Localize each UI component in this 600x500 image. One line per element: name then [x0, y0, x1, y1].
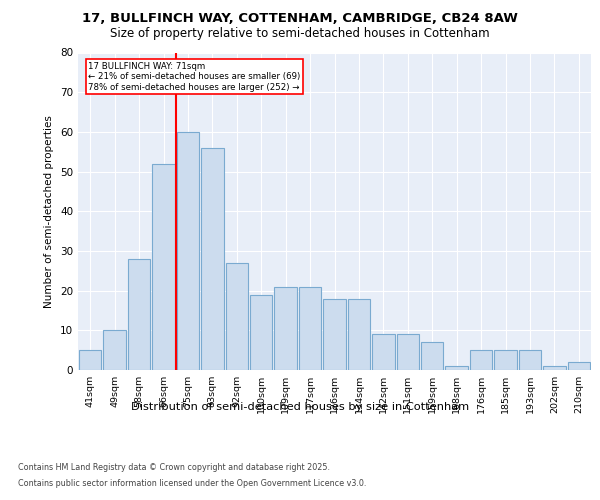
Text: Contains public sector information licensed under the Open Government Licence v3: Contains public sector information licen… [18, 478, 367, 488]
Text: Distribution of semi-detached houses by size in Cottenham: Distribution of semi-detached houses by … [131, 402, 469, 412]
Text: 17, BULLFINCH WAY, COTTENHAM, CAMBRIDGE, CB24 8AW: 17, BULLFINCH WAY, COTTENHAM, CAMBRIDGE,… [82, 12, 518, 26]
Bar [518, 350, 541, 370]
Bar [397, 334, 419, 370]
Bar [274, 286, 297, 370]
Bar [128, 259, 151, 370]
Bar [421, 342, 443, 370]
Y-axis label: Number of semi-detached properties: Number of semi-detached properties [44, 115, 55, 308]
Bar [250, 294, 272, 370]
Bar [347, 298, 370, 370]
Bar [470, 350, 493, 370]
Text: Contains HM Land Registry data © Crown copyright and database right 2025.: Contains HM Land Registry data © Crown c… [18, 464, 330, 472]
Bar [79, 350, 101, 370]
Bar [176, 132, 199, 370]
Bar [226, 263, 248, 370]
Bar [152, 164, 175, 370]
Bar [494, 350, 517, 370]
Bar [299, 286, 322, 370]
Bar [445, 366, 468, 370]
Text: 17 BULLFINCH WAY: 71sqm
← 21% of semi-detached houses are smaller (69)
78% of se: 17 BULLFINCH WAY: 71sqm ← 21% of semi-de… [88, 62, 301, 92]
Bar [103, 330, 126, 370]
Bar [201, 148, 224, 370]
Bar [323, 298, 346, 370]
Text: Size of property relative to semi-detached houses in Cottenham: Size of property relative to semi-detach… [110, 28, 490, 40]
Bar [372, 334, 395, 370]
Bar [543, 366, 566, 370]
Bar [568, 362, 590, 370]
